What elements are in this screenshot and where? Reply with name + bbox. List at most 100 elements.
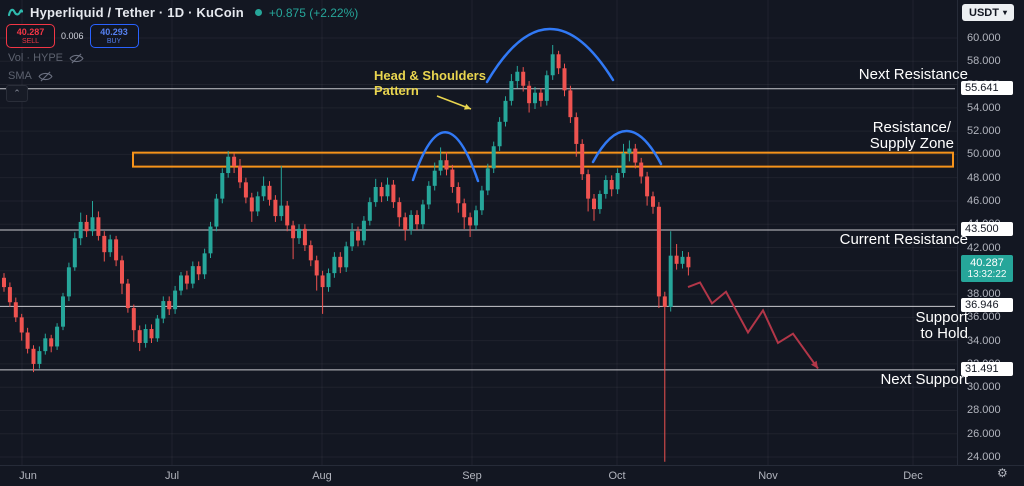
candle [556, 54, 561, 69]
next-support-label[interactable]: Next Support [880, 371, 968, 388]
current-resistance-label[interactable]: Current Resistance [839, 231, 968, 248]
candle [450, 169, 455, 187]
candle [550, 54, 555, 76]
candle [456, 186, 461, 204]
candle [226, 156, 231, 174]
candle [491, 146, 496, 169]
time-axis[interactable]: Jun Jul Aug Sep Oct Nov Dec [0, 465, 1024, 486]
candle [179, 275, 183, 291]
price-tick-label: 46.000 [967, 194, 1001, 207]
candle [356, 231, 360, 241]
sell-price: 40.287 [16, 26, 45, 37]
price-change: +0.875 (+2.22%) [268, 5, 359, 20]
next-resistance-label[interactable]: Next Resistance [858, 66, 968, 83]
price-tick-label: 38.000 [967, 288, 1001, 301]
resistance-supply-zone-label[interactable]: Resistance/ Supply Zone [869, 119, 954, 152]
candle [249, 197, 254, 212]
candle [108, 239, 113, 253]
sell-button[interactable]: 40.287 SELL [6, 24, 55, 48]
price-tick-label: 50.000 [967, 148, 1001, 161]
candle [656, 206, 661, 297]
candlestick-chart[interactable] [0, 0, 957, 465]
candle [78, 221, 83, 239]
candle [49, 338, 54, 347]
bar-countdown: 13:32:22 [967, 269, 1007, 280]
candle [190, 266, 195, 284]
visibility-off-icon[interactable] [69, 53, 84, 64]
price-tick-label: 60.000 [967, 32, 1001, 44]
price-tick-label: 24.000 [967, 451, 1001, 464]
candle [102, 235, 107, 253]
candle [444, 160, 449, 170]
hyperliquid-logo-icon [8, 8, 23, 17]
candle [438, 160, 443, 171]
pattern-arc[interactable] [485, 27, 615, 84]
candle [415, 214, 419, 225]
candle [391, 184, 396, 203]
chevron-down-icon: ▾ [1002, 8, 1007, 17]
month-tick-label: Aug [312, 470, 332, 482]
currency-toggle-button[interactable]: USDT ▾ [962, 4, 1014, 21]
volume-indicator-label: Vol · HYPE [8, 52, 64, 64]
candle [255, 196, 260, 212]
arrowhead [810, 360, 818, 369]
sell-label: SELL [21, 37, 40, 45]
candle [302, 228, 307, 246]
candle [397, 202, 402, 218]
candle [538, 92, 543, 101]
candle [214, 198, 219, 227]
price-tick-label: 36.000 [967, 311, 1001, 324]
candle [66, 267, 71, 297]
candle [332, 256, 337, 274]
price-tick-label: 34.000 [967, 334, 1001, 347]
price-tick-label: 52.000 [967, 125, 1001, 138]
candle [314, 260, 319, 276]
candle [184, 275, 189, 284]
month-tick-label: Oct [608, 470, 626, 482]
candle [645, 176, 650, 197]
head-shoulders-annotation[interactable]: Head & Shoulders Pattern [374, 68, 486, 98]
candle [468, 217, 473, 226]
price-axis[interactable]: USDT ▾ 55.641 43.500 40.287 13:32:22 36.… [957, 0, 1024, 465]
visibility-off-icon[interactable] [38, 71, 53, 82]
price-tag-next-resistance: 55.641 [961, 81, 1013, 95]
candle [651, 196, 655, 207]
candle [686, 256, 691, 268]
candle [61, 296, 65, 327]
supply-zone-rectangle[interactable] [132, 151, 954, 168]
candle [55, 326, 60, 347]
candle [2, 277, 6, 288]
pattern-arc[interactable] [591, 129, 663, 166]
last-price-value: 40.287 [970, 257, 1004, 269]
candle [350, 231, 355, 247]
buy-price: 40.293 [100, 26, 128, 37]
price-tick-label: 58.000 [967, 55, 1001, 68]
candle [574, 117, 579, 144]
buy-button[interactable]: 40.293 BUY [89, 24, 139, 48]
candle [680, 256, 685, 264]
projection-path[interactable] [687, 281, 819, 370]
candle [167, 301, 172, 310]
candle [114, 239, 119, 261]
sma-indicator-row[interactable]: SMA [8, 70, 53, 82]
pattern-arc[interactable] [411, 131, 480, 183]
candle [120, 260, 124, 284]
volume-indicator-row[interactable]: Vol · HYPE [8, 52, 84, 64]
collapse-legend-button[interactable]: ⌃ [6, 85, 28, 102]
candle [385, 184, 390, 197]
price-tag-current-resistance: 43.500 [961, 222, 1013, 236]
symbol-title[interactable]: Hyperliquid / Tether · 1D · KuCoin [30, 5, 244, 20]
candle [497, 121, 502, 147]
support-to-hold-label[interactable]: Support to Hold [915, 309, 968, 342]
candle [208, 226, 213, 254]
symbol-header[interactable]: Hyperliquid / Tether · 1D · KuCoin +0.87… [8, 5, 358, 20]
candle [149, 329, 154, 339]
candle [533, 92, 537, 104]
candle [521, 71, 526, 86]
candle [202, 253, 207, 275]
candle [291, 225, 296, 239]
candle [509, 81, 514, 101]
axis-settings-gear-icon[interactable]: ⚙ [997, 466, 1008, 480]
chevron-up-icon: ⌃ [13, 88, 21, 98]
candle [544, 75, 549, 101]
